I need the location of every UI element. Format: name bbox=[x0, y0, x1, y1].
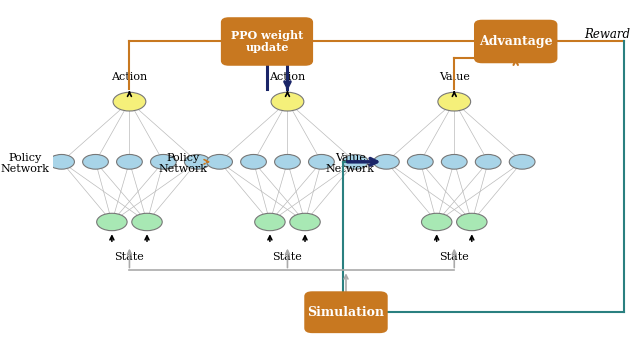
FancyBboxPatch shape bbox=[305, 292, 387, 332]
Text: Policy
Network: Policy Network bbox=[1, 153, 50, 174]
Circle shape bbox=[342, 154, 368, 169]
Circle shape bbox=[241, 154, 266, 169]
Text: Policy
Network: Policy Network bbox=[159, 153, 208, 174]
FancyBboxPatch shape bbox=[475, 21, 556, 62]
Circle shape bbox=[290, 213, 320, 231]
Circle shape bbox=[184, 154, 210, 169]
Circle shape bbox=[308, 154, 334, 169]
Text: Action: Action bbox=[111, 72, 148, 82]
Circle shape bbox=[150, 154, 176, 169]
Circle shape bbox=[49, 154, 74, 169]
Text: State: State bbox=[440, 252, 469, 263]
Text: Value: Value bbox=[439, 72, 470, 82]
Circle shape bbox=[255, 213, 285, 231]
Text: Reward: Reward bbox=[584, 28, 630, 41]
Circle shape bbox=[374, 154, 399, 169]
Circle shape bbox=[456, 213, 487, 231]
Circle shape bbox=[408, 154, 433, 169]
Text: Value
Network: Value Network bbox=[326, 153, 374, 174]
Text: State: State bbox=[115, 252, 145, 263]
Circle shape bbox=[271, 92, 304, 111]
Circle shape bbox=[275, 154, 300, 169]
Circle shape bbox=[207, 154, 232, 169]
Circle shape bbox=[422, 213, 452, 231]
Circle shape bbox=[509, 154, 535, 169]
Text: Simulation: Simulation bbox=[307, 306, 385, 319]
Circle shape bbox=[438, 92, 470, 111]
Circle shape bbox=[113, 92, 146, 111]
Circle shape bbox=[132, 213, 162, 231]
Text: Advantage: Advantage bbox=[479, 35, 552, 48]
Circle shape bbox=[116, 154, 142, 169]
FancyBboxPatch shape bbox=[222, 18, 312, 65]
Circle shape bbox=[83, 154, 108, 169]
Text: State: State bbox=[273, 252, 302, 263]
Text: PPO weight
update: PPO weight update bbox=[231, 30, 303, 53]
Text: Action: Action bbox=[269, 72, 305, 82]
Circle shape bbox=[442, 154, 467, 169]
Circle shape bbox=[97, 213, 127, 231]
Circle shape bbox=[476, 154, 501, 169]
